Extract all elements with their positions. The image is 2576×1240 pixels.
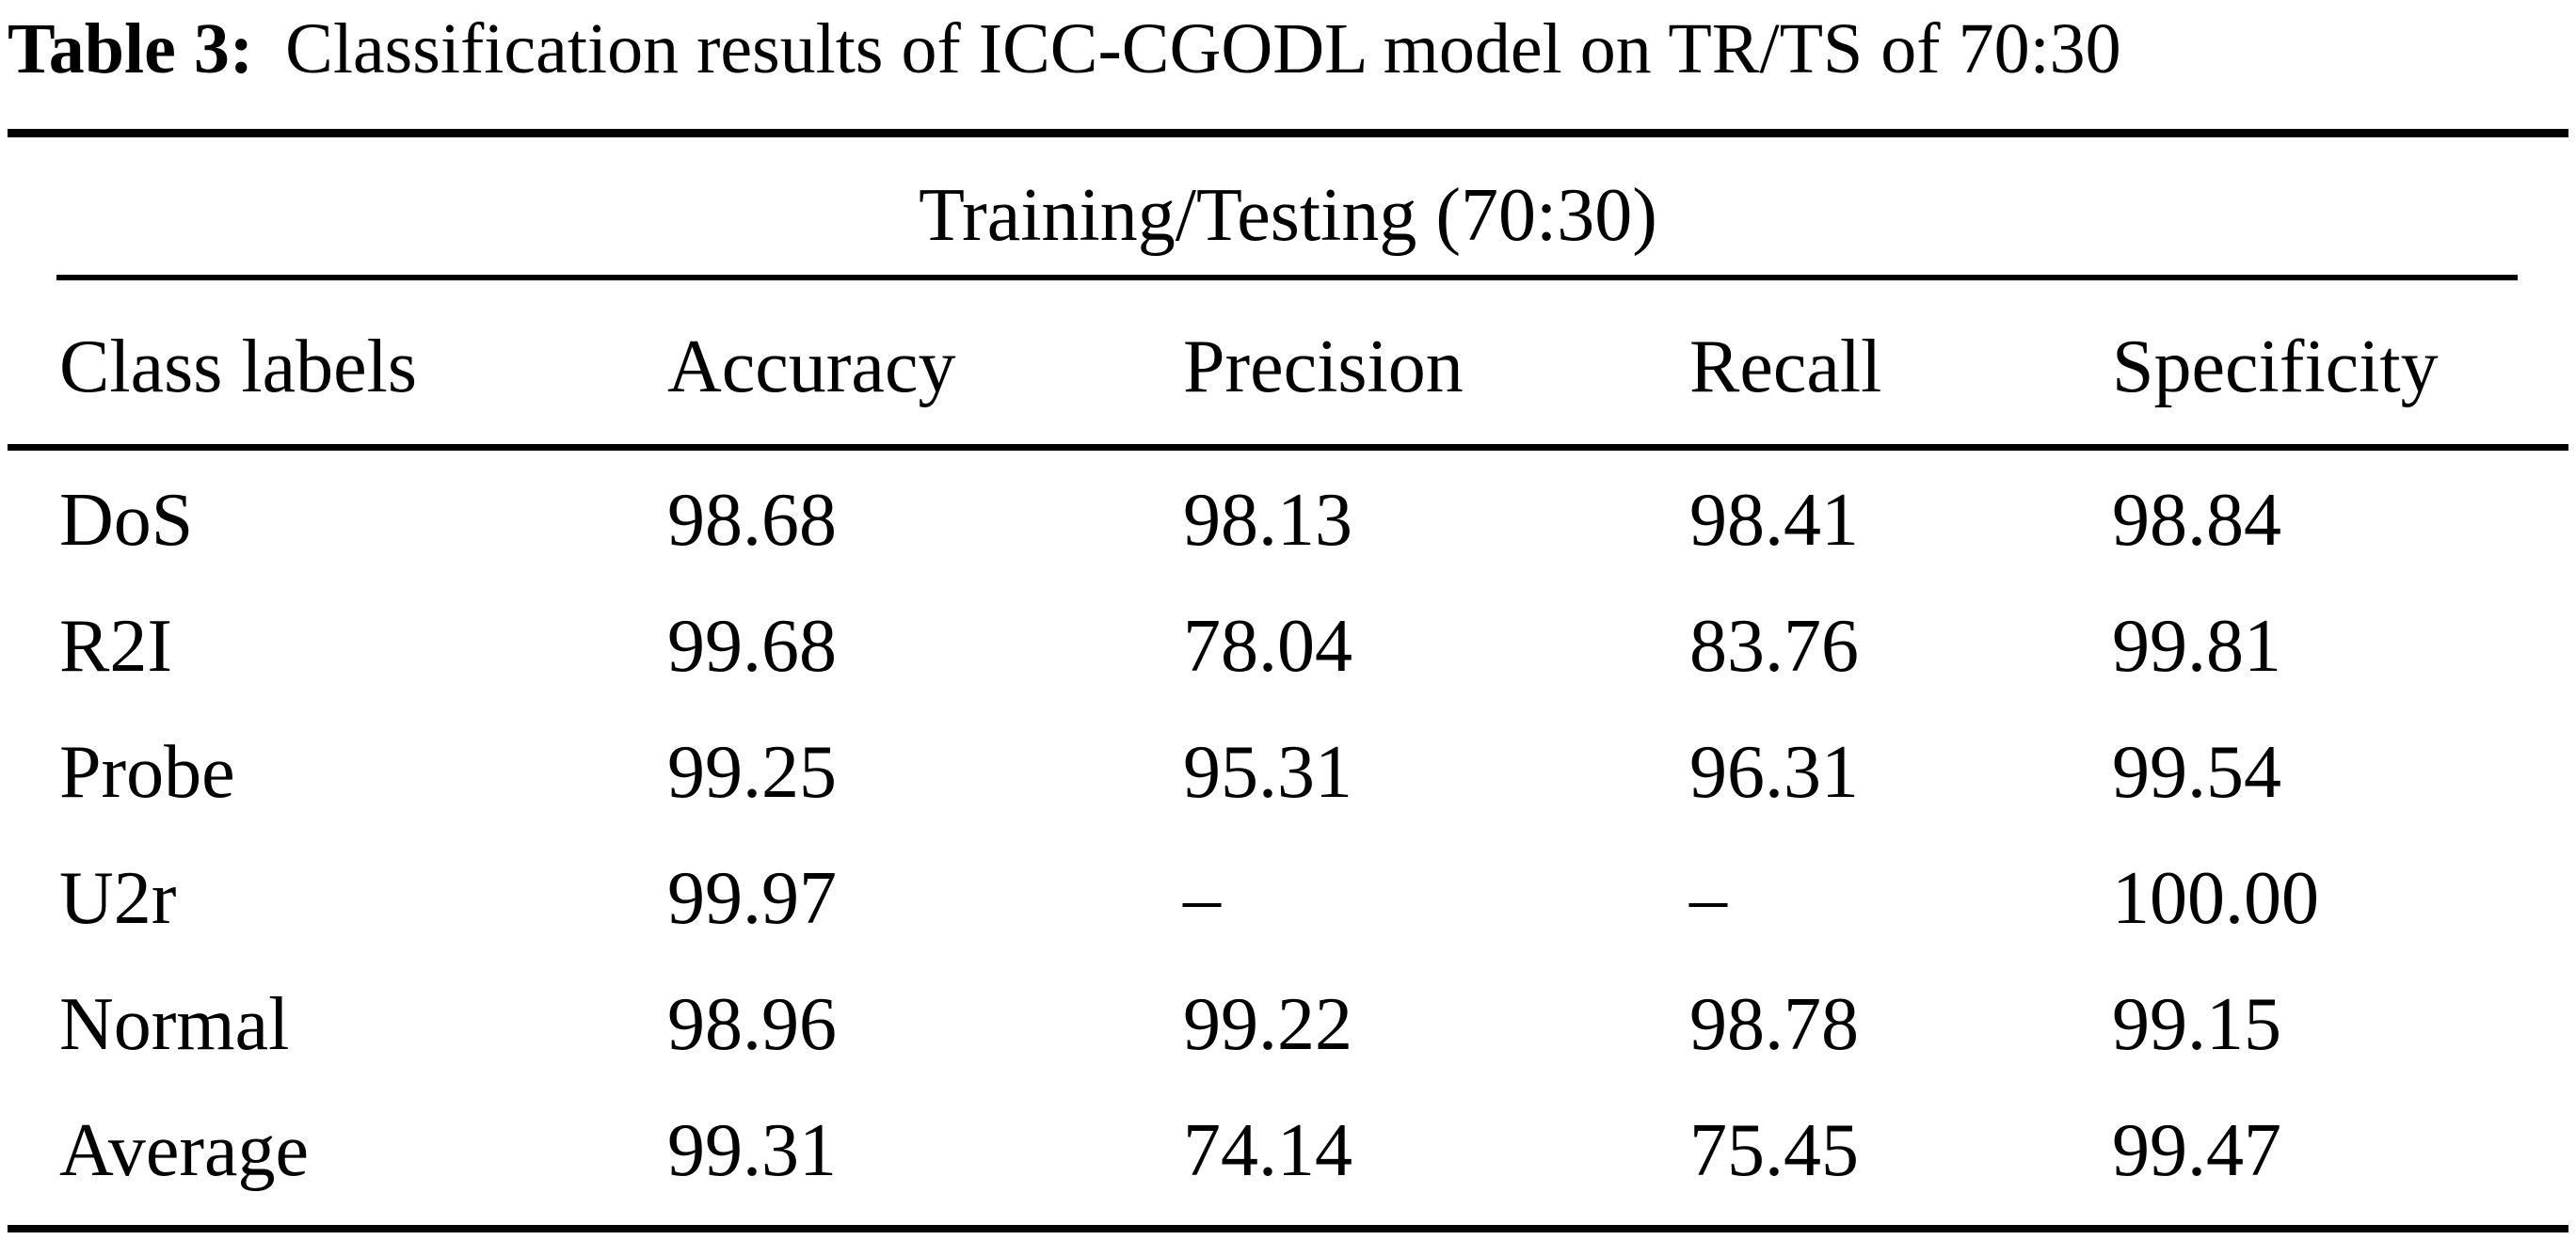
cell-specificity: 99.47 <box>2112 1109 2281 1192</box>
spanning-header: Training/Testing (70:30) <box>919 174 1657 257</box>
row-label: Probe <box>59 731 235 814</box>
rule-top <box>8 129 2568 137</box>
cell-specificity: 99.81 <box>2112 605 2281 688</box>
cell-recall: 96.31 <box>1689 731 1859 814</box>
cell-accuracy: 98.96 <box>667 983 837 1066</box>
column-header-row: Class labels Accuracy Precision Recall S… <box>0 310 2576 423</box>
cell-specificity: 100.00 <box>2112 857 2319 940</box>
column-header-accuracy: Accuracy <box>667 326 956 408</box>
table-caption: Table 3: Classification results of ICC-CG… <box>8 0 2568 98</box>
cell-specificity: 99.54 <box>2112 731 2281 814</box>
table-row: Average 99.31 74.14 75.45 99.47 <box>0 1088 2576 1214</box>
rule-under-column-headers <box>8 444 2568 451</box>
row-label: Average <box>59 1109 309 1192</box>
column-header-recall: Recall <box>1689 326 1882 408</box>
cell-precision: 78.04 <box>1183 605 1352 688</box>
table-row: U2r 99.97 – – 100.00 <box>0 835 2576 962</box>
column-header-precision: Precision <box>1183 326 1464 408</box>
table-row: DoS 98.68 98.13 98.41 98.84 <box>0 457 2576 583</box>
cell-precision: 74.14 <box>1183 1109 1352 1192</box>
cell-accuracy: 99.31 <box>667 1109 837 1192</box>
table-caption-label: Table 3: <box>8 9 254 88</box>
cell-precision: 98.13 <box>1183 479 1352 562</box>
cell-recall: 98.78 <box>1689 983 1859 1066</box>
column-header-specificity: Specificity <box>2112 326 2439 408</box>
cell-specificity: 98.84 <box>2112 479 2281 562</box>
table-row: Normal 98.96 99.22 98.78 99.15 <box>0 962 2576 1088</box>
cell-precision: 99.22 <box>1183 983 1352 1066</box>
row-label: U2r <box>59 857 177 940</box>
cell-accuracy: 99.25 <box>667 731 837 814</box>
row-label: Normal <box>59 983 290 1066</box>
cell-recall: – <box>1689 857 1727 940</box>
cell-recall: 98.41 <box>1689 479 1859 562</box>
column-header-class-labels: Class labels <box>59 326 417 408</box>
cell-accuracy: 99.68 <box>667 605 837 688</box>
cell-recall: 75.45 <box>1689 1109 1859 1192</box>
cell-accuracy: 98.68 <box>667 479 837 562</box>
row-label: R2I <box>59 605 172 688</box>
row-label: DoS <box>59 479 194 562</box>
table-row: R2I 99.68 78.04 83.76 99.81 <box>0 583 2576 709</box>
rule-bottom <box>8 1225 2568 1232</box>
cell-accuracy: 99.97 <box>667 857 837 940</box>
cell-precision: 95.31 <box>1183 731 1352 814</box>
table-body: DoS 98.68 98.13 98.41 98.84 R2I 99.68 78… <box>0 457 2576 1214</box>
table-row: Probe 99.25 95.31 96.31 99.54 <box>0 709 2576 835</box>
cell-recall: 83.76 <box>1689 605 1859 688</box>
table-caption-text: Classification results of ICC-CGODL mode… <box>285 9 2121 88</box>
cell-specificity: 99.15 <box>2112 983 2281 1066</box>
cell-precision: – <box>1183 857 1221 940</box>
rule-under-spanning-header <box>56 275 2518 280</box>
